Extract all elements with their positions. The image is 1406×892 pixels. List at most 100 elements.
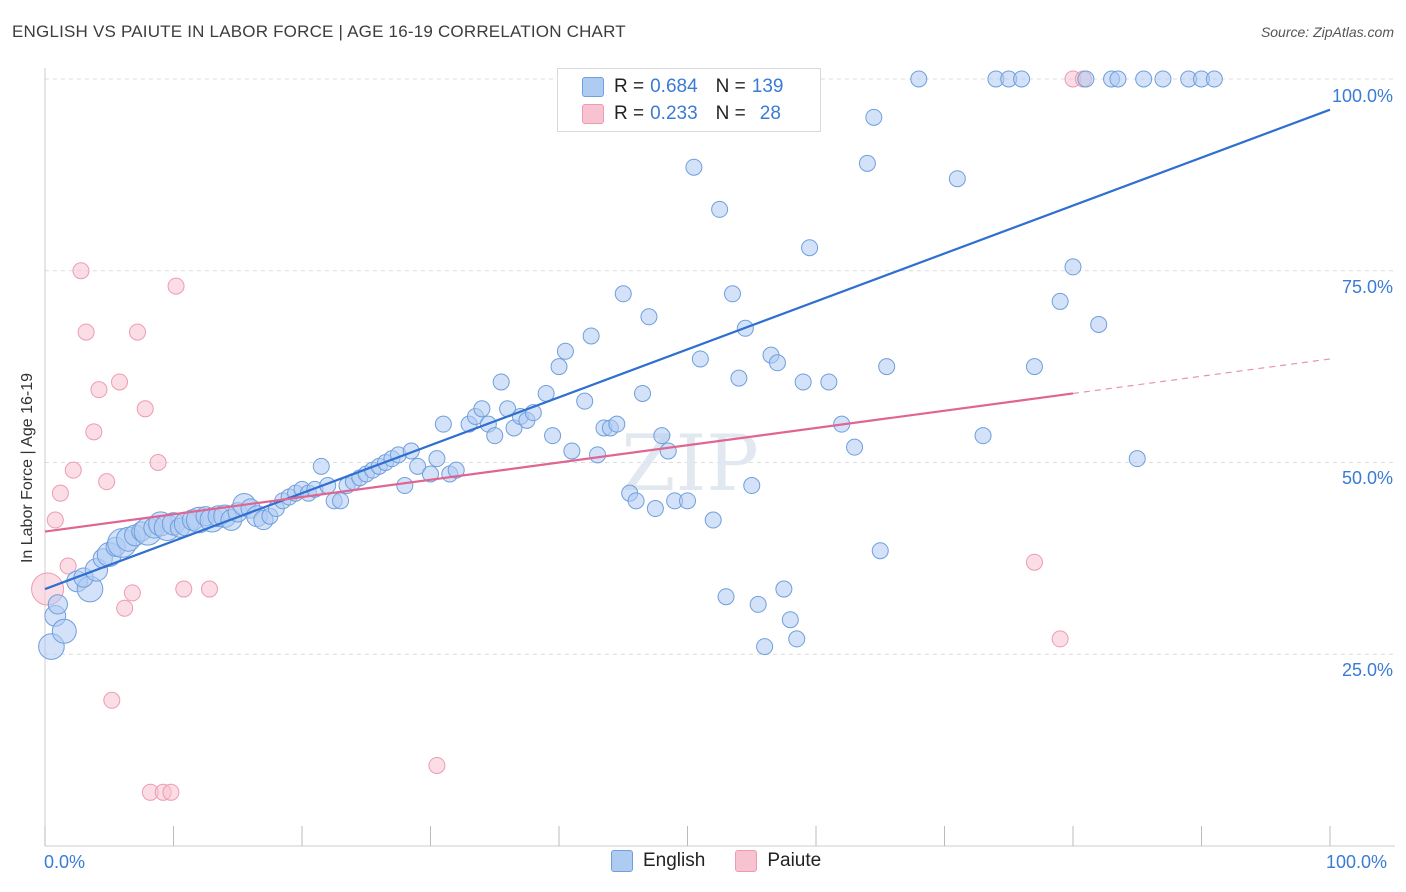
english-point bbox=[749, 595, 767, 613]
paiute-point bbox=[123, 584, 141, 602]
english-point bbox=[589, 446, 607, 464]
english-point bbox=[1109, 70, 1127, 88]
english-point bbox=[47, 594, 68, 615]
english-trend-line bbox=[44, 108, 1331, 591]
n-label: N = bbox=[715, 103, 746, 124]
paiute-swatch bbox=[582, 104, 604, 124]
x-tick-100: 100.0% bbox=[1326, 852, 1388, 872]
paiute-point bbox=[72, 262, 90, 280]
english-point bbox=[717, 588, 735, 606]
paiute-point bbox=[64, 461, 82, 479]
english-point bbox=[685, 158, 703, 176]
english-point bbox=[794, 373, 812, 391]
english-point bbox=[691, 350, 709, 368]
paiute-swatch bbox=[735, 850, 758, 872]
english-point bbox=[51, 618, 77, 644]
english-point bbox=[730, 369, 748, 387]
english-point bbox=[820, 373, 838, 391]
english-point bbox=[878, 358, 896, 376]
paiute-point bbox=[98, 473, 116, 491]
english-point bbox=[1154, 70, 1172, 88]
english-swatch bbox=[611, 850, 633, 872]
english-n-value: 139 bbox=[751, 76, 784, 97]
paiute-point bbox=[116, 599, 134, 617]
paiute-point bbox=[103, 691, 121, 709]
legend-item-paiute[interactable]: Paiute bbox=[735, 850, 821, 872]
english-point bbox=[781, 611, 799, 629]
english-point bbox=[473, 400, 491, 418]
series-legend: English Paiute bbox=[611, 850, 851, 872]
english-point bbox=[396, 477, 414, 495]
r-label: R = bbox=[614, 76, 645, 97]
english-point bbox=[788, 630, 806, 648]
english-point bbox=[723, 285, 741, 303]
paiute-series bbox=[31, 70, 1092, 801]
english-point bbox=[948, 170, 966, 188]
english-swatch bbox=[582, 77, 604, 97]
english-point bbox=[576, 392, 594, 410]
n-label: N = bbox=[715, 76, 746, 97]
source-label: Source: ZipAtlas.com bbox=[1260, 24, 1394, 40]
paiute-point bbox=[149, 454, 167, 471]
legend-row-paiute: R = 0.233 N = 28 bbox=[582, 101, 799, 127]
english-point bbox=[743, 477, 761, 495]
paiute-point bbox=[167, 277, 185, 295]
paiute-point bbox=[59, 557, 77, 575]
paiute-point bbox=[175, 580, 193, 598]
english-point bbox=[704, 511, 722, 529]
grid-lines bbox=[45, 78, 1395, 655]
english-point bbox=[1025, 358, 1043, 376]
paiute-point bbox=[129, 323, 147, 341]
r-label: R = bbox=[614, 103, 645, 124]
english-point bbox=[659, 442, 677, 460]
english-point bbox=[1128, 450, 1146, 468]
english-point bbox=[1205, 70, 1223, 88]
english-point bbox=[627, 492, 645, 510]
english-point bbox=[846, 438, 864, 456]
english-point bbox=[1077, 70, 1095, 88]
english-point bbox=[974, 427, 992, 445]
paiute-point bbox=[200, 580, 218, 598]
axes bbox=[44, 68, 1395, 847]
english-point bbox=[634, 384, 652, 402]
english-r-value: 0.684 bbox=[650, 76, 698, 97]
english-point bbox=[756, 638, 774, 656]
english-point bbox=[492, 373, 510, 391]
english-point bbox=[640, 308, 658, 326]
english-point bbox=[550, 358, 568, 376]
english-point bbox=[910, 70, 928, 88]
english-point bbox=[1135, 70, 1153, 88]
english-point bbox=[775, 580, 793, 598]
x-tick-0: 0.0% bbox=[44, 852, 86, 872]
y-tick-100: 100.0% bbox=[1331, 86, 1393, 106]
english-point bbox=[1090, 315, 1108, 333]
paiute-point bbox=[136, 400, 154, 418]
y-tick-50: 50.0% bbox=[1341, 468, 1393, 488]
english-point bbox=[582, 327, 600, 345]
legend-row-english: R = 0.684 N = 139 bbox=[582, 74, 801, 100]
english-point bbox=[646, 500, 664, 518]
paiute-point bbox=[111, 373, 129, 391]
y-axis-label: In Labor Force | Age 16-19 bbox=[19, 372, 36, 564]
english-point bbox=[1013, 70, 1031, 88]
paiute-point bbox=[77, 323, 95, 341]
english-point bbox=[1064, 258, 1082, 276]
english-point bbox=[312, 457, 330, 475]
stats-legend: R = 0.684 N = 139 R = 0.233 N = 28 bbox=[557, 68, 821, 132]
english-point bbox=[447, 461, 465, 479]
english-point bbox=[653, 427, 671, 445]
paiute-point bbox=[51, 484, 69, 502]
chart-title: ENGLISH VS PAIUTE IN LABOR FORCE | AGE 1… bbox=[12, 22, 626, 41]
english-point bbox=[801, 239, 819, 257]
english-point bbox=[871, 542, 889, 560]
english-point bbox=[865, 108, 883, 126]
paiute-r-value: 0.233 bbox=[650, 103, 698, 124]
english-point bbox=[563, 442, 581, 460]
paiute-point bbox=[162, 783, 180, 801]
legend-item-english[interactable]: English bbox=[611, 850, 705, 872]
paiute-legend-label: Paiute bbox=[767, 850, 822, 871]
english-point bbox=[711, 200, 729, 218]
paiute-point bbox=[85, 423, 103, 441]
english-point bbox=[608, 415, 626, 433]
